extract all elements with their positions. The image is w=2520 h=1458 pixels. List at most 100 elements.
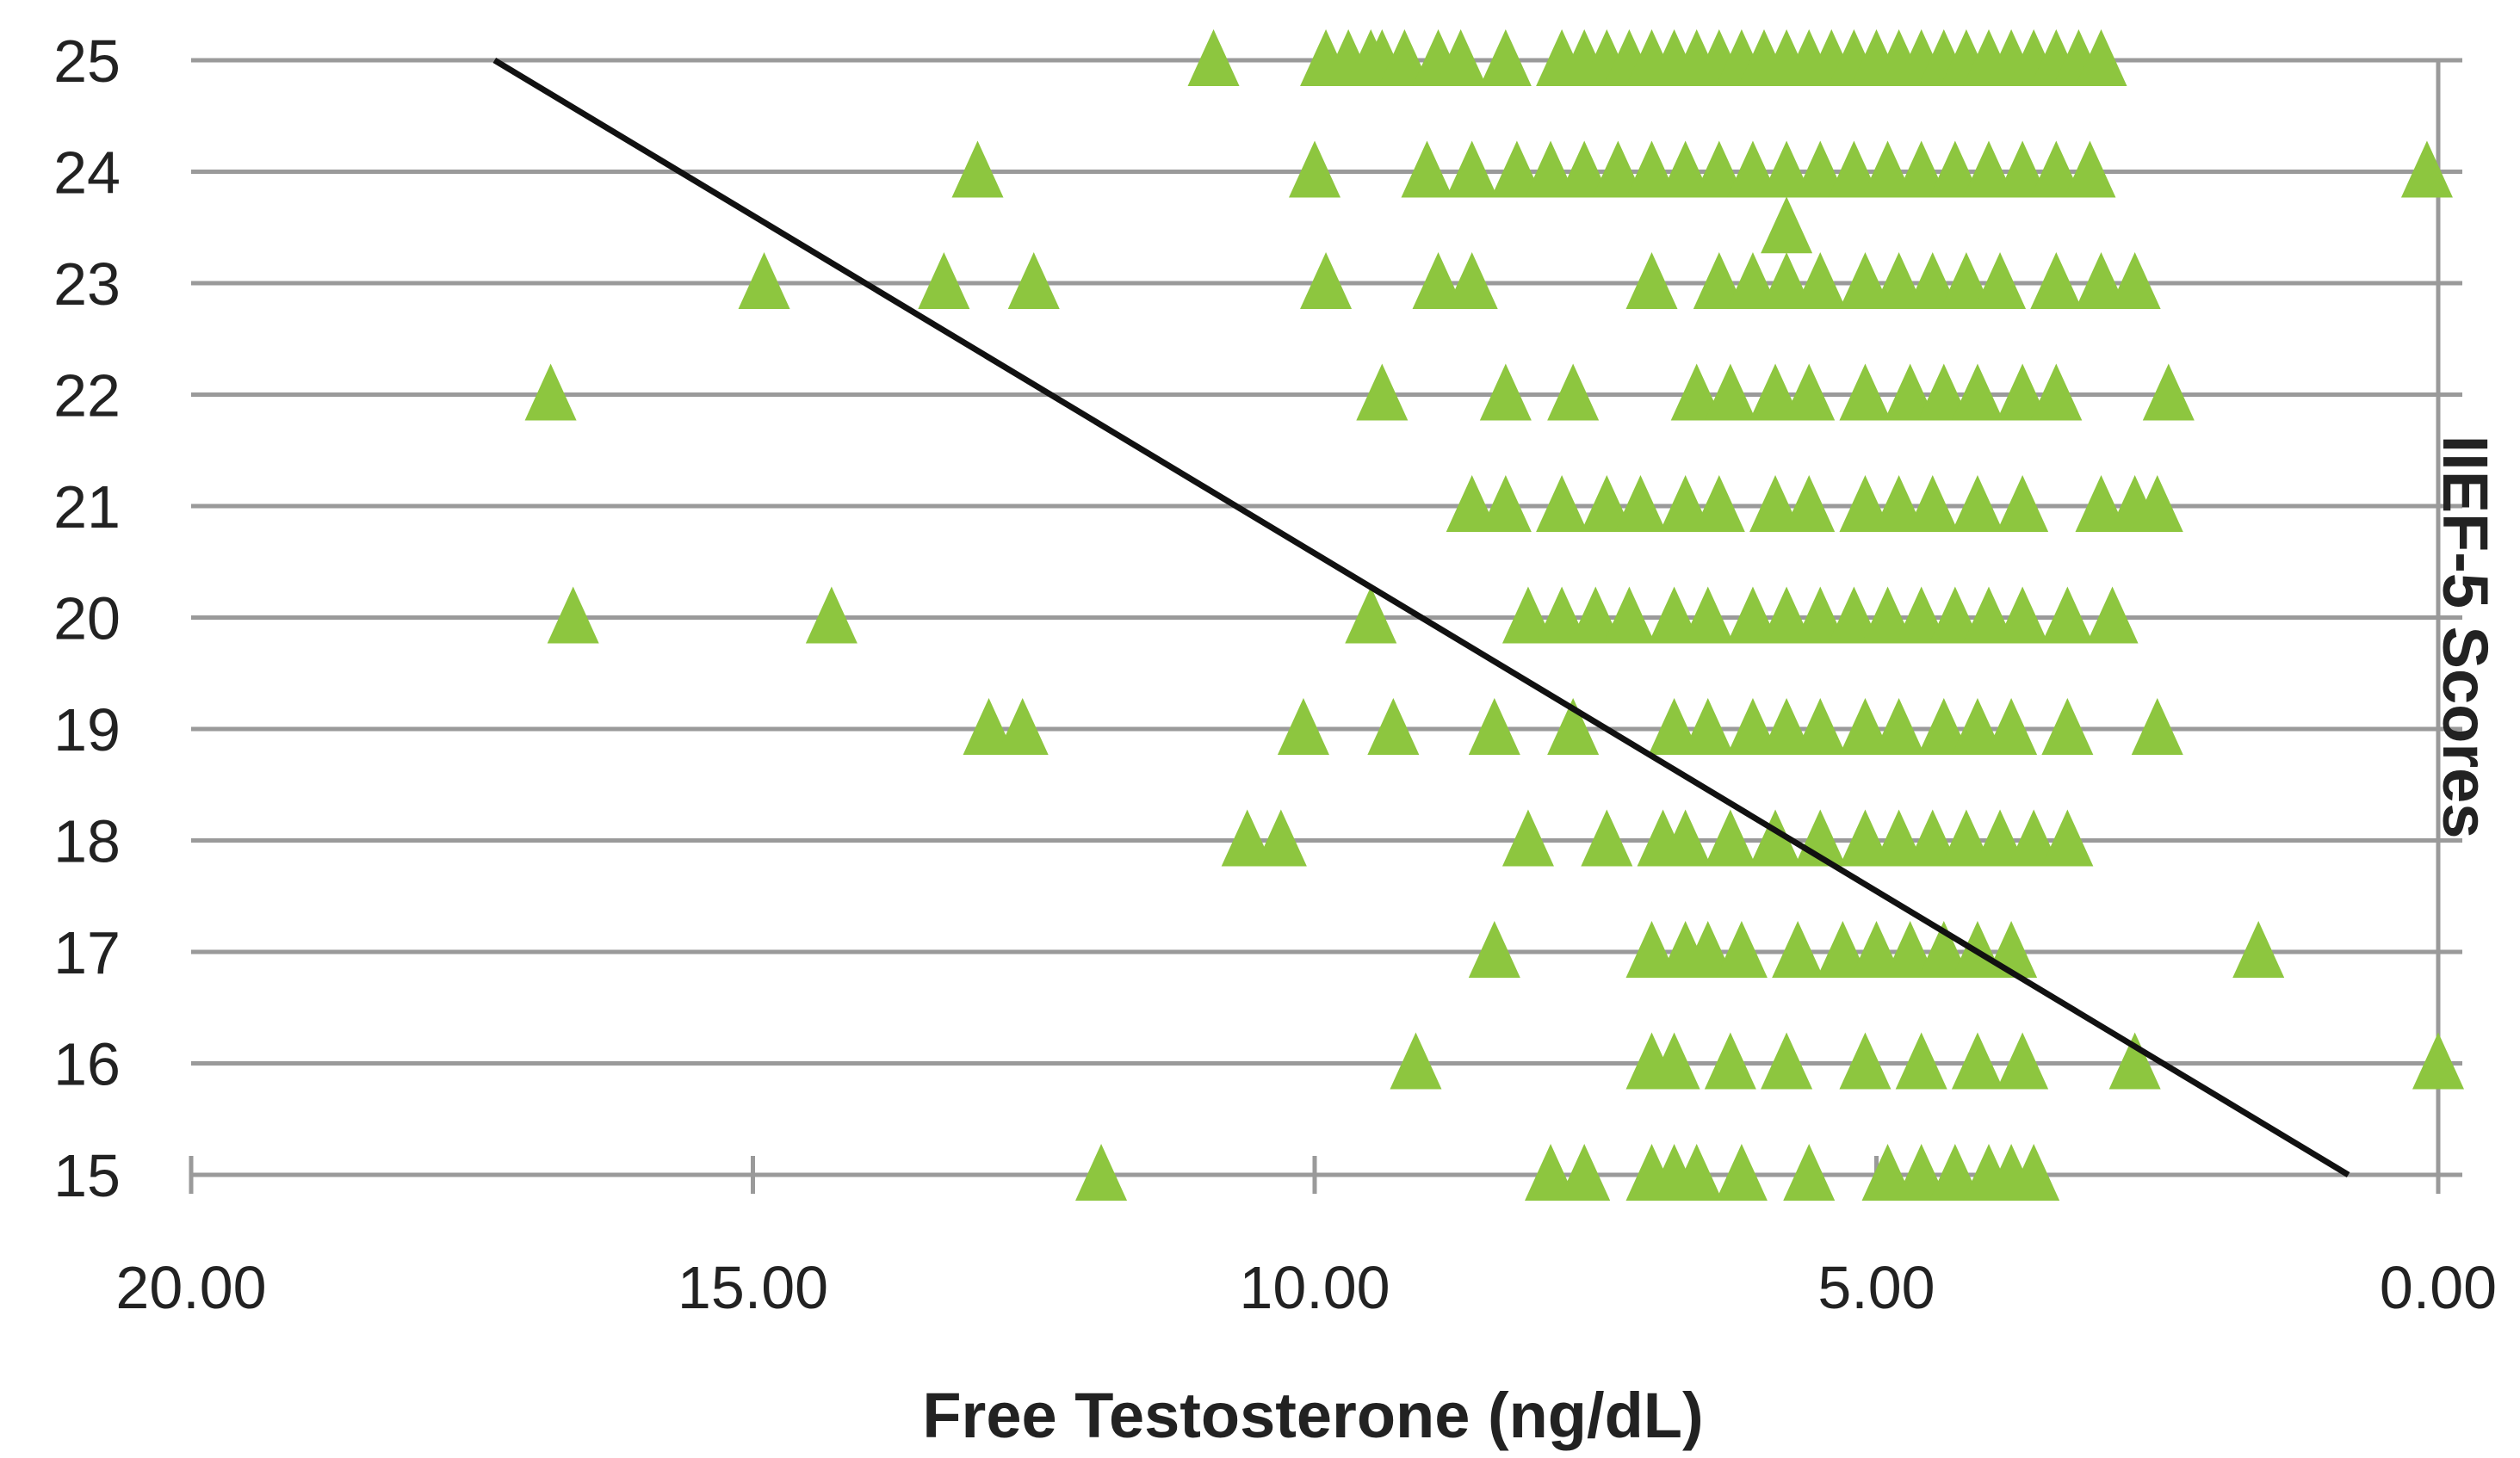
data-point bbox=[1300, 252, 1353, 309]
data-point bbox=[1581, 475, 1633, 532]
data-point bbox=[1547, 363, 1600, 421]
data-point bbox=[1873, 252, 1925, 309]
data-point bbox=[918, 252, 970, 309]
data-point bbox=[547, 586, 599, 644]
data-point bbox=[1390, 1032, 1442, 1090]
y-tick-label-24: 24 bbox=[53, 139, 121, 207]
data-point bbox=[1783, 363, 1836, 421]
y-tick-label-22: 22 bbox=[53, 362, 121, 429]
data-point bbox=[1839, 1032, 1892, 1090]
data-point bbox=[1783, 475, 1836, 532]
data-point bbox=[1917, 363, 1970, 421]
data-point bbox=[1761, 586, 1813, 644]
y-tick-label-18: 18 bbox=[53, 808, 121, 875]
data-point bbox=[1850, 921, 1903, 978]
data-point bbox=[1681, 698, 1734, 755]
data-point bbox=[1929, 140, 1981, 198]
y-tick-label-23: 23 bbox=[53, 250, 121, 318]
data-point bbox=[1726, 698, 1779, 755]
data-point bbox=[805, 586, 858, 644]
data-point bbox=[1726, 252, 1779, 309]
data-point bbox=[1434, 29, 1487, 86]
data-point bbox=[1906, 252, 1959, 309]
data-point bbox=[1446, 140, 1498, 198]
data-point bbox=[2108, 1032, 2161, 1090]
data-point bbox=[2412, 1032, 2464, 1090]
data-point bbox=[2075, 252, 2127, 309]
x-axis-title: Free Testosterone (ng/dL) bbox=[922, 1380, 1703, 1451]
data-point bbox=[2131, 698, 2183, 755]
data-point bbox=[2030, 363, 2083, 421]
data-point bbox=[1861, 586, 1914, 644]
data-point bbox=[1794, 586, 1847, 644]
data-points bbox=[524, 29, 2464, 1201]
y-tick-label-19: 19 bbox=[53, 696, 121, 763]
data-point bbox=[1254, 809, 1307, 867]
data-point bbox=[1861, 1144, 1914, 1201]
data-point bbox=[951, 140, 1004, 198]
data-point bbox=[1648, 698, 1700, 755]
data-point bbox=[1974, 809, 2027, 867]
data-point bbox=[1490, 140, 1543, 198]
data-point bbox=[738, 252, 790, 309]
data-point bbox=[963, 698, 1015, 755]
data-point bbox=[1749, 809, 1802, 867]
data-point bbox=[1075, 1144, 1128, 1201]
y-tick-label-21: 21 bbox=[53, 473, 121, 541]
y-tick-label-16: 16 bbox=[53, 1031, 121, 1098]
data-point bbox=[1479, 29, 1532, 86]
data-point bbox=[2041, 586, 2094, 644]
data-point bbox=[1289, 140, 1340, 198]
data-point bbox=[1772, 921, 1824, 978]
data-point bbox=[1749, 363, 1802, 421]
y-tick-label-20: 20 bbox=[53, 585, 121, 652]
data-point bbox=[1917, 921, 1970, 978]
data-point bbox=[1749, 475, 1802, 532]
data-point bbox=[1501, 586, 1554, 644]
x-tick-label-0.00: 0.00 bbox=[2380, 1254, 2497, 1321]
x-tick-label-10.00: 10.00 bbox=[1239, 1254, 1390, 1321]
data-point bbox=[1997, 1032, 2049, 1090]
data-point bbox=[1715, 921, 1768, 978]
data-point bbox=[1839, 475, 1892, 532]
data-point bbox=[1558, 1144, 1611, 1201]
data-point bbox=[1536, 586, 1588, 644]
data-point bbox=[1592, 140, 1644, 198]
data-point bbox=[524, 363, 577, 421]
data-point bbox=[1704, 1032, 1756, 1090]
data-point bbox=[1794, 698, 1847, 755]
data-point bbox=[1536, 475, 1588, 532]
data-point bbox=[1761, 698, 1813, 755]
data-point bbox=[1794, 252, 1847, 309]
data-point bbox=[1221, 809, 1273, 867]
data-point bbox=[1997, 586, 2049, 644]
y-tick-label-15: 15 bbox=[53, 1142, 121, 1209]
data-point bbox=[1704, 363, 1756, 421]
data-point bbox=[2075, 29, 2127, 86]
data-point bbox=[1525, 1144, 1577, 1201]
data-point bbox=[1625, 140, 1678, 198]
data-point bbox=[1581, 809, 1633, 867]
data-point bbox=[1929, 586, 1981, 644]
data-point bbox=[1659, 809, 1712, 867]
data-point bbox=[2041, 698, 2094, 755]
data-point bbox=[1828, 586, 1880, 644]
data-point bbox=[1873, 698, 1925, 755]
data-point bbox=[2086, 586, 2139, 644]
data-point bbox=[1963, 140, 2015, 198]
data-point bbox=[1895, 586, 1947, 644]
data-point bbox=[1997, 363, 2049, 421]
data-point bbox=[2008, 1144, 2060, 1201]
x-tick-labels: 20.00 15.00 10.00 5.00 0.00 bbox=[115, 1254, 2497, 1321]
data-point bbox=[1839, 252, 1892, 309]
data-point bbox=[2064, 140, 2116, 198]
data-point bbox=[1895, 140, 1947, 198]
data-point bbox=[1726, 586, 1779, 644]
data-point bbox=[1007, 252, 1060, 309]
x-tick-label-20.00: 20.00 bbox=[115, 1254, 266, 1321]
data-point bbox=[1345, 586, 1397, 644]
data-point bbox=[1951, 698, 2003, 755]
data-point bbox=[1917, 698, 1970, 755]
data-point bbox=[2108, 252, 2161, 309]
